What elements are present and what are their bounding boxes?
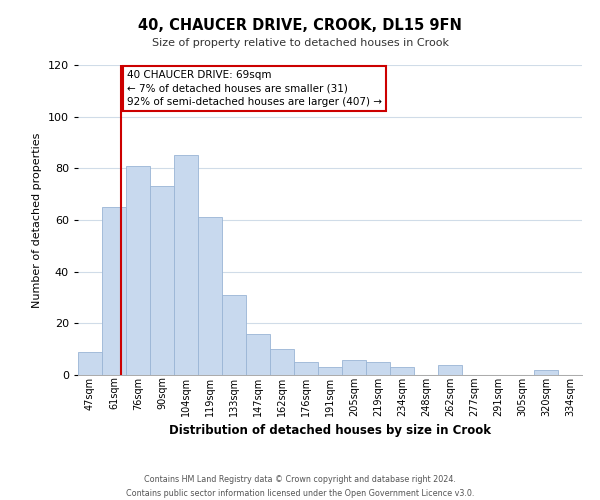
- Bar: [198, 218, 222, 375]
- Y-axis label: Number of detached properties: Number of detached properties: [32, 132, 42, 308]
- Bar: [222, 295, 246, 375]
- Bar: [150, 186, 174, 375]
- X-axis label: Distribution of detached houses by size in Crook: Distribution of detached houses by size …: [169, 424, 491, 437]
- Text: 40 CHAUCER DRIVE: 69sqm
← 7% of detached houses are smaller (31)
92% of semi-det: 40 CHAUCER DRIVE: 69sqm ← 7% of detached…: [127, 70, 382, 106]
- Bar: [246, 334, 270, 375]
- Text: 40, CHAUCER DRIVE, CROOK, DL15 9FN: 40, CHAUCER DRIVE, CROOK, DL15 9FN: [138, 18, 462, 32]
- Text: Size of property relative to detached houses in Crook: Size of property relative to detached ho…: [151, 38, 449, 48]
- Bar: [342, 360, 366, 375]
- Bar: [78, 352, 102, 375]
- Bar: [174, 156, 198, 375]
- Bar: [294, 362, 318, 375]
- Bar: [390, 367, 414, 375]
- Bar: [438, 364, 462, 375]
- Text: Contains HM Land Registry data © Crown copyright and database right 2024.
Contai: Contains HM Land Registry data © Crown c…: [126, 476, 474, 498]
- Bar: [534, 370, 558, 375]
- Bar: [366, 362, 390, 375]
- Bar: [126, 166, 150, 375]
- Bar: [270, 349, 294, 375]
- Bar: [102, 207, 126, 375]
- Bar: [318, 367, 342, 375]
